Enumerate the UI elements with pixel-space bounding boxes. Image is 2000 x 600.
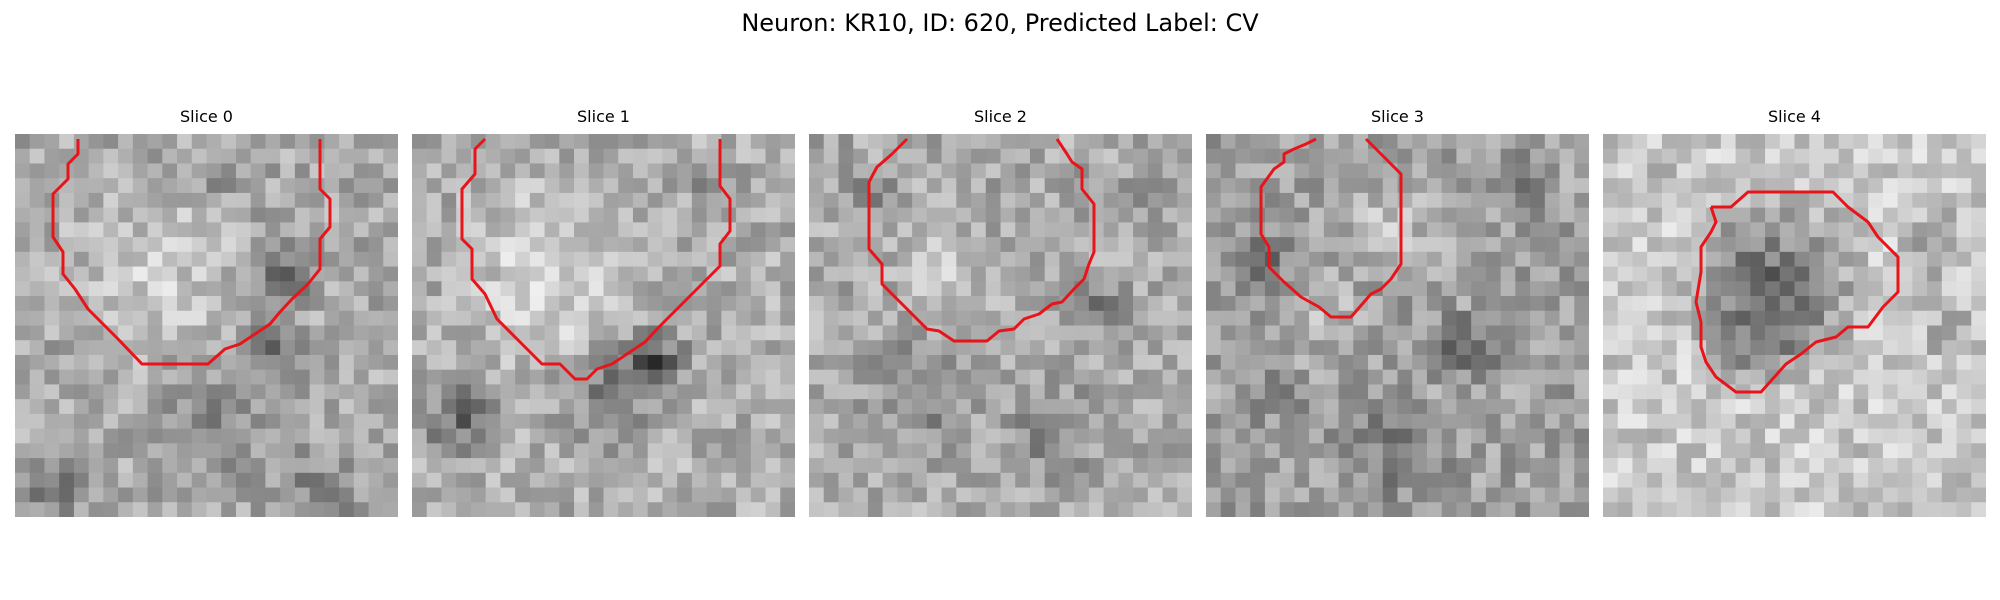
slice-image-2 (809, 134, 1192, 517)
grayscale-patch-3 (1206, 134, 1589, 517)
slice-title-4: Slice 4 (1603, 107, 1986, 126)
slice-image-0 (15, 134, 398, 517)
slice-image-1 (412, 134, 795, 517)
slice-title-1: Slice 1 (412, 107, 795, 126)
grayscale-patch-0 (15, 134, 398, 517)
slice-title-0: Slice 0 (15, 107, 398, 126)
figure-title: Neuron: KR10, ID: 620, Predicted Label: … (0, 9, 2000, 37)
grayscale-patch-2 (809, 134, 1192, 517)
grayscale-patch-1 (412, 134, 795, 517)
slice-title-2: Slice 2 (809, 107, 1192, 126)
slice-title-3: Slice 3 (1206, 107, 1589, 126)
slice-image-4 (1603, 134, 1986, 517)
slice-image-3 (1206, 134, 1589, 517)
